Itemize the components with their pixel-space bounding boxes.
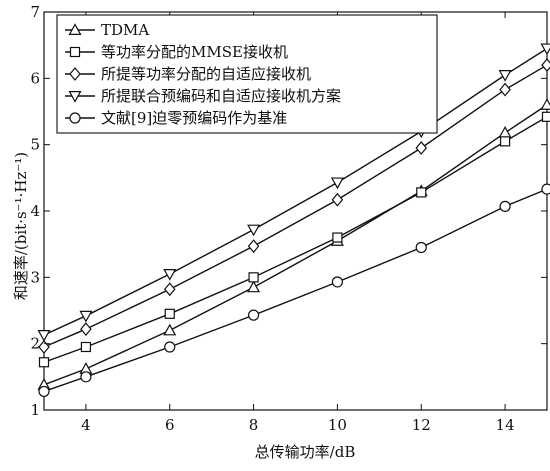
data-point	[248, 225, 259, 235]
data-point	[501, 137, 510, 146]
data-point	[542, 44, 550, 54]
legend-marker	[71, 48, 80, 57]
series-line	[44, 105, 547, 385]
data-point	[500, 201, 510, 211]
x-tick-label: 12	[412, 416, 431, 434]
data-point	[249, 240, 259, 252]
data-point	[81, 342, 90, 351]
series-1	[39, 99, 550, 389]
data-point	[332, 277, 342, 287]
y-tick-label: 6	[30, 69, 40, 87]
legend-marker	[70, 113, 80, 123]
data-point	[542, 99, 550, 109]
data-point	[416, 242, 426, 252]
legend-label: TDMA	[101, 21, 149, 39]
data-point	[164, 325, 175, 335]
legend-label: 等功率分配的MMSE接收机	[101, 43, 288, 61]
data-point	[39, 341, 49, 353]
legend-item: 所提联合预编码和自适应接收机方案	[65, 87, 341, 105]
y-axis-title: 和速率/(bit·s⁻¹·Hz⁻¹)	[12, 152, 30, 300]
x-axis-title: 总传输功率/dB	[255, 443, 356, 461]
y-tick-label: 4	[30, 202, 40, 220]
data-point	[249, 273, 258, 282]
legend-label: 文献[9]迫零预编码作为基准	[101, 109, 287, 127]
legend-item: 所提等功率分配的自适应接收机	[65, 65, 311, 83]
data-point	[416, 142, 426, 154]
data-point	[417, 188, 426, 197]
x-tick-label: 8	[249, 416, 259, 434]
data-point	[165, 283, 175, 295]
data-point	[500, 71, 511, 81]
data-point	[81, 323, 91, 335]
series-line	[44, 117, 547, 362]
data-point	[164, 270, 175, 280]
data-point	[165, 342, 175, 352]
x-tick-label: 14	[496, 416, 515, 434]
x-tick-label: 4	[81, 416, 91, 434]
x-tick-label: 6	[165, 416, 175, 434]
data-point	[333, 233, 342, 242]
x-tick-label: 10	[328, 416, 347, 434]
legend: TDMA 等功率分配的MMSE接收机所提等功率分配的自适应接收机所提联合预编码和自…	[57, 15, 437, 133]
legend-label: 所提联合预编码和自适应接收机方案	[101, 87, 341, 105]
series-2	[40, 112, 550, 366]
y-tick-label: 5	[30, 136, 40, 154]
data-point	[332, 178, 343, 188]
data-point	[40, 358, 49, 367]
series-5	[39, 184, 550, 396]
y-tick-label: 7	[30, 3, 40, 21]
y-tick-label: 2	[30, 335, 40, 353]
data-point	[39, 331, 50, 341]
y-tick-label: 3	[30, 268, 40, 286]
data-point	[165, 309, 174, 318]
data-point	[542, 59, 550, 71]
data-point	[39, 386, 49, 396]
series-line	[44, 189, 547, 391]
data-point	[80, 311, 91, 321]
data-point	[249, 310, 259, 320]
data-point	[81, 372, 91, 382]
data-point	[248, 282, 259, 292]
data-point	[542, 184, 550, 194]
y-tick-label: 1	[30, 401, 40, 419]
data-point	[500, 84, 510, 96]
data-point	[332, 194, 342, 206]
data-point	[543, 112, 550, 121]
legend-label: 所提等功率分配的自适应接收机	[101, 65, 311, 83]
data-point	[500, 127, 511, 137]
